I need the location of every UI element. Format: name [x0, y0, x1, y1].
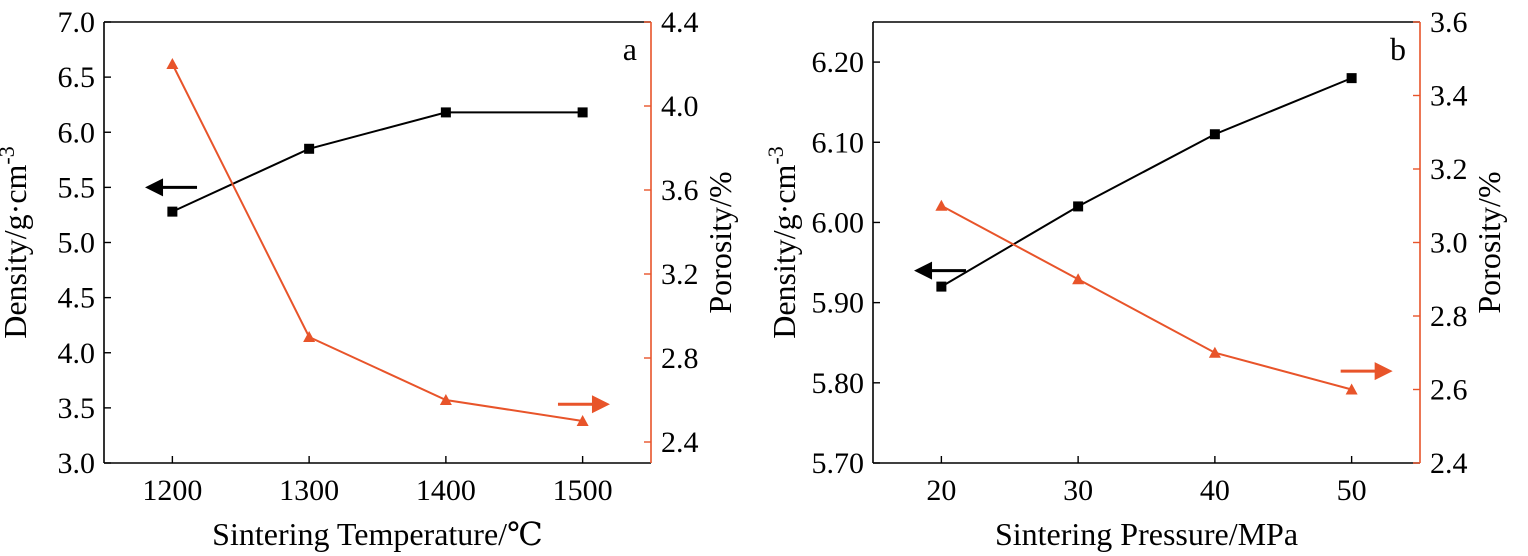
y-tick-label: 5.5	[58, 171, 96, 204]
y-tick-label: 5.0	[58, 227, 96, 260]
y2-tick-label: 2.8	[1430, 300, 1468, 333]
panel-label: b	[1390, 31, 1406, 67]
x-axis-label: Sintering Temperature/℃	[212, 516, 543, 552]
x-tick-label: 40	[1200, 474, 1230, 507]
y2-tick-label: 3.0	[1430, 227, 1468, 260]
density-series-line	[940, 77, 1353, 288]
y2-tick-label: 2.4	[661, 426, 699, 459]
density-data-point	[936, 281, 947, 292]
density-data-point	[1073, 201, 1084, 212]
y-tick-label: 4.0	[58, 337, 96, 370]
density-data-point	[1209, 129, 1220, 140]
porosity-data-point	[303, 331, 316, 342]
x-tick-label: 50	[1337, 474, 1367, 507]
density-data-point	[304, 143, 315, 154]
porosity-data-point	[935, 199, 948, 211]
y-axis-label-superscript: -3	[0, 146, 19, 164]
y2-tick-label: 3.4	[1430, 80, 1468, 113]
indicator-arrow-head	[591, 395, 610, 414]
indicator-arrow-head	[914, 261, 933, 280]
x-tick-label: 1500	[553, 474, 613, 507]
porosity-series-line	[171, 63, 583, 422]
y-tick-label: 5.80	[812, 367, 865, 400]
porosity-data-point	[1208, 346, 1221, 358]
y-tick-label: 6.5	[58, 61, 96, 94]
y-tick-label: 6.00	[812, 206, 865, 239]
x-tick-label: 1400	[416, 474, 476, 507]
y-axis-label-superscript: -3	[763, 146, 788, 164]
y-tick-label: 7.0	[58, 6, 96, 39]
y-tick-label: 4.5	[58, 282, 96, 315]
y2-tick-label: 3.2	[661, 258, 699, 291]
y-axis-label-main: Density/g·cm	[0, 164, 33, 338]
y-tick-label: 6.0	[58, 116, 96, 149]
porosity-data-point	[1345, 383, 1358, 395]
porosity-series-line	[940, 204, 1352, 391]
porosity-data-point	[166, 58, 179, 69]
y2-tick-label: 2.6	[1430, 374, 1468, 407]
porosity-data-point	[1072, 273, 1085, 285]
y2-tick-label: 3.2	[1430, 153, 1468, 186]
density-data-point	[1346, 73, 1357, 84]
y-axis-label: Density/g·cm-3	[763, 146, 802, 339]
x-tick-label: 20	[926, 474, 956, 507]
panel-label: a	[623, 31, 637, 67]
density-data-point	[167, 206, 178, 217]
y-tick-label: 5.70	[812, 447, 865, 480]
density-data-point	[577, 107, 588, 118]
indicator-arrow-head	[145, 178, 164, 197]
chart-panel-b: 20 30 40 50 5.70 5.80 5.90 6.00 6.10 6.20 2.4 2.6 2.…	[763, 6, 1507, 552]
density-series-line	[171, 111, 583, 213]
y2-tick-label: 2.4	[1430, 447, 1468, 480]
y-tick-label: 6.20	[812, 46, 865, 79]
y2-tick-label: 3.6	[661, 174, 699, 207]
y-axis-label: Density/g·cm-3	[0, 146, 33, 339]
density-data-point	[440, 107, 451, 118]
x-tick-label: 1200	[142, 474, 202, 507]
porosity-data-point	[439, 394, 452, 405]
indicator-arrow-head	[1374, 362, 1393, 381]
x-tick-label: 30	[1063, 474, 1093, 507]
y-tick-label: 3.0	[58, 447, 96, 480]
x-tick-label: 1300	[279, 474, 339, 507]
y2-tick-label: 4.0	[661, 90, 699, 123]
y-tick-label: 3.5	[58, 392, 96, 425]
y2-axis-label: Porosity/%	[702, 171, 738, 313]
x-axis-label: Sintering Pressure/MPa	[995, 516, 1298, 552]
y2-tick-label: 2.8	[661, 342, 699, 375]
y2-tick-label: 4.4	[661, 6, 699, 39]
y-axis-label-main: Density/g·cm	[766, 164, 802, 338]
y2-tick-label: 3.6	[1430, 6, 1468, 39]
chart-panel-a: 1200 1300 1400 1500 3.0 3.5 4.0 4.5 5.0 5.5 6.0 6.5…	[0, 6, 738, 552]
y-tick-label: 5.90	[812, 287, 865, 320]
y2-axis-label: Porosity/%	[1471, 171, 1507, 313]
porosity-data-point	[576, 415, 589, 426]
y-tick-label: 6.10	[812, 126, 865, 159]
